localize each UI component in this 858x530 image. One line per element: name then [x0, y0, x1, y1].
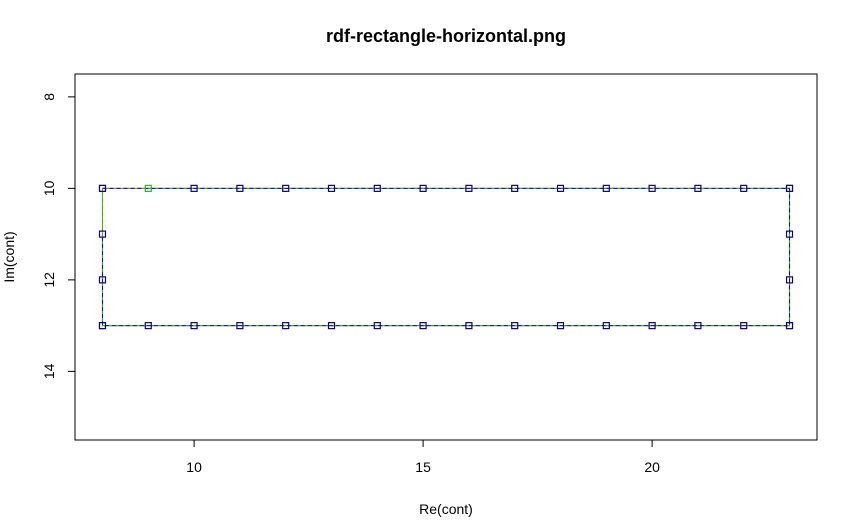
series-blue-marker [98, 276, 107, 284]
series-blue-marker [190, 184, 198, 192]
series-blue-marker [282, 184, 290, 192]
chart-title: rdf-rectangle-horizontal.png [326, 26, 566, 46]
series-blue-marker [144, 322, 152, 330]
series-blue-marker [465, 322, 473, 330]
series-blue-marker [511, 322, 519, 330]
series-blue-marker [556, 184, 565, 192]
series-blue-marker [602, 322, 610, 330]
y-tick-label: 10 [41, 180, 57, 196]
y-axis: 8 10 12 14 [41, 93, 76, 379]
y-axis-label: Im(cont) [1, 231, 17, 282]
y-tick-label: 8 [41, 93, 57, 101]
series-blue-marker [648, 184, 656, 192]
series-blue-marker [740, 322, 748, 330]
y-tick-label: 14 [41, 363, 57, 379]
series-blue-marker [785, 184, 794, 192]
x-tick-label: 20 [644, 459, 660, 475]
series-blue-marker [373, 322, 381, 330]
x-tick-label: 10 [186, 459, 202, 475]
series-blue-marker [190, 322, 198, 330]
series-green-line [101, 187, 791, 327]
series-blue-marker [327, 184, 336, 192]
series-blue-marker [98, 322, 107, 330]
series-blue-marker [236, 322, 244, 330]
series-blue-marker [648, 322, 656, 330]
series-layer [98, 184, 794, 330]
plot-area-frame [74, 73, 818, 441]
series-blue-marker [694, 322, 702, 330]
series-outline-line [101, 187, 791, 327]
series-blue-marker [327, 322, 336, 330]
x-axis-label: Re(cont) [419, 501, 473, 517]
series-blue-marker [419, 322, 427, 330]
series-blue-marker [282, 322, 290, 330]
series-blue-marker [602, 184, 610, 192]
series-blue-marker [785, 276, 794, 284]
y-tick-label: 12 [41, 272, 57, 288]
series-blue-marker [556, 322, 565, 330]
x-axis: 10 15 20 [186, 439, 660, 475]
series-blue-marker [419, 184, 427, 192]
series-blue-marker [465, 184, 473, 192]
series-blue-line [101, 187, 791, 327]
x-tick-label: 15 [415, 459, 431, 475]
series-blue-marker [373, 184, 381, 192]
series-blue-marker [694, 184, 702, 192]
series-blue-marker [785, 322, 794, 330]
series-blue-marker [740, 184, 748, 192]
series-blue-marker [236, 184, 244, 192]
series-blue-marker [98, 230, 107, 238]
series-blue-marker [785, 230, 794, 238]
series-blue-marker [511, 184, 519, 192]
series-green-marker [144, 184, 152, 192]
series-blue-marker [98, 184, 107, 192]
